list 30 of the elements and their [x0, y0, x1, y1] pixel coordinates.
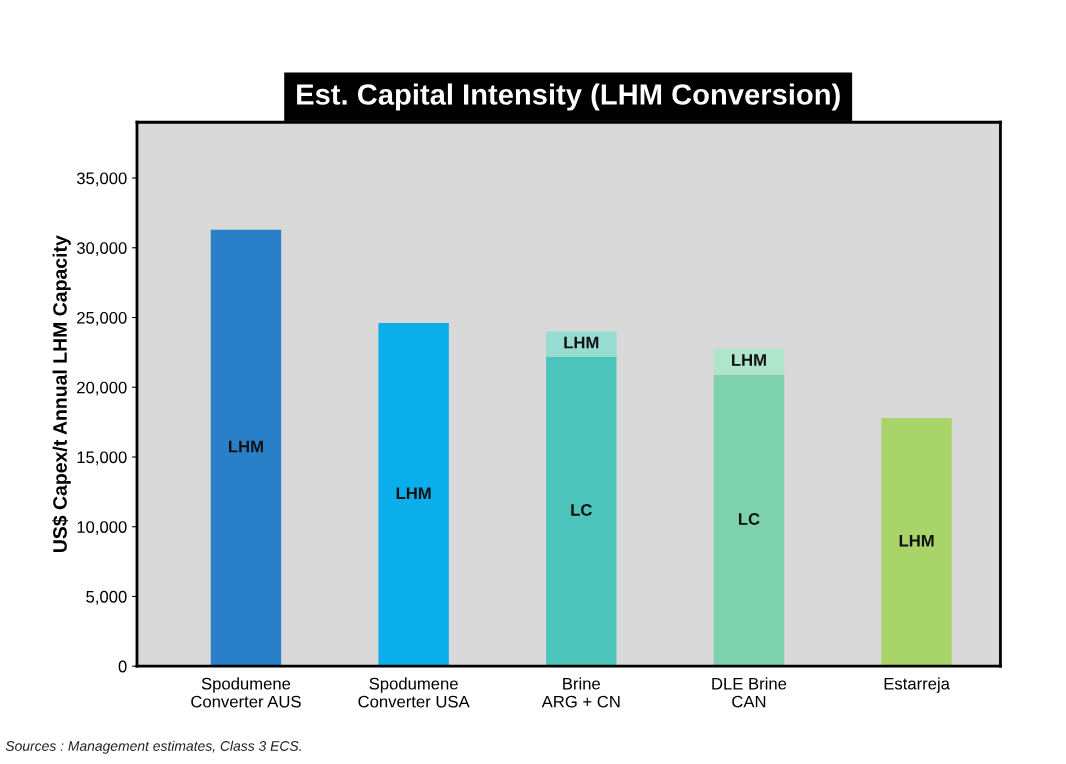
- text: LHM: [229, 440, 263, 453]
- y-tick-label: 15,000: [77, 451, 127, 466]
- series-label: LHM: [564, 336, 599, 349]
- bar: [210, 229, 282, 667]
- bar: [713, 374, 785, 667]
- bar: [546, 356, 617, 667]
- y-tick-label: 35,000: [76, 172, 127, 187]
- bar: [546, 331, 617, 357]
- x-tick-label: Estarreja: [884, 677, 950, 693]
- y-tick-label: 5,000: [86, 590, 127, 605]
- bar: [378, 323, 449, 667]
- y-tick-label: 0: [118, 660, 127, 673]
- series-label: LC: [571, 504, 592, 516]
- x-tick-label: Brine ARG + CN: [541, 677, 620, 708]
- text: LHM: [396, 487, 431, 499]
- y-axis-title: US$ Capex/t Annual LHM Capacity: [52, 235, 71, 553]
- bar: [881, 417, 952, 667]
- text: LHM: [899, 534, 934, 547]
- x-tick-label: Spodumene Converter AUS: [191, 677, 301, 708]
- bar: [713, 348, 785, 375]
- x-tick-label: Spodumene Converter USA: [358, 677, 470, 708]
- y-tick-label: 30,000: [76, 242, 127, 256]
- text: LHM: [732, 354, 766, 366]
- x-tick-label: DLE Brine CAN: [712, 677, 787, 708]
- chart-title: Est. Capital Intensity (LHM Conversion): [297, 83, 840, 111]
- y-tick-label: 25,000: [77, 311, 127, 326]
- source-note: Sources : Management estimates, Class 3 ECS.: [5, 740, 301, 754]
- y-tick-label: 10,000: [77, 521, 127, 535]
- text: LC: [738, 513, 760, 525]
- y-tick-label: 20,000: [77, 381, 127, 396]
